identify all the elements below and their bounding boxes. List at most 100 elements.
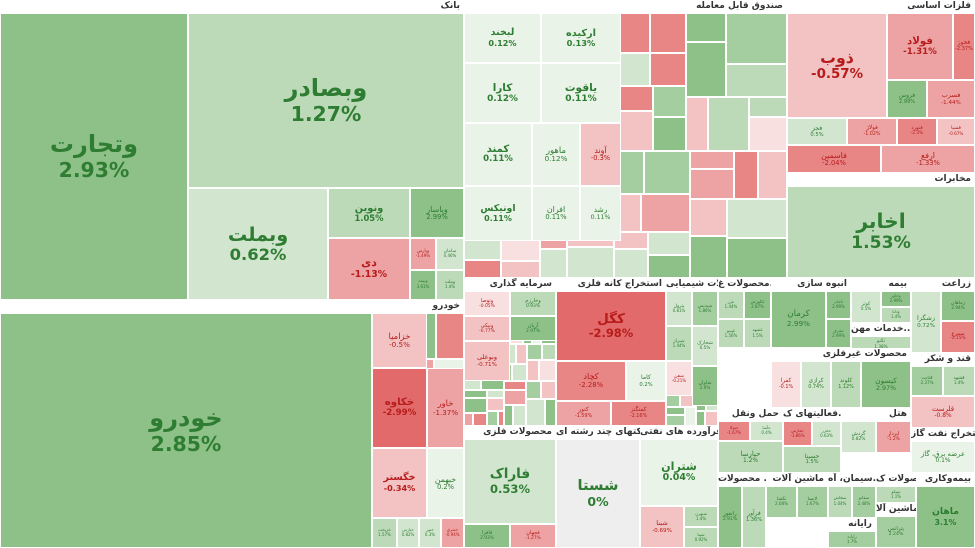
stock-tile[interactable]: کنور -1.59% <box>556 401 611 426</box>
stock-tile[interactable]: گردش 0.82% <box>841 421 876 453</box>
stock-tile[interactable]: سامان 0.46% <box>436 238 464 270</box>
stock-tile[interactable]: غشهد 1.5% <box>744 319 771 348</box>
stock-tile[interactable]: ثشرق 2.99% <box>826 319 851 348</box>
stock-tile[interactable]: کگل -2.98% <box>556 291 666 361</box>
small-stock-cell[interactable] <box>436 313 464 359</box>
stock-tile[interactable]: فاراک 0.53% <box>464 439 556 524</box>
stock-tile[interactable]: ثامان 2.99% <box>826 291 851 319</box>
stock-tile[interactable]: شپدیس 1.86% <box>692 291 718 326</box>
stock-tile[interactable]: وبملت 0.62% <box>188 188 328 300</box>
stock-tile[interactable]: فولاد -1.31% <box>887 13 953 80</box>
small-stock-cell[interactable] <box>542 344 556 360</box>
stock-tile[interactable]: فجهان -1.27% <box>510 524 556 548</box>
stock-tile[interactable]: حسینا 1.5% <box>783 446 841 473</box>
stock-tile[interactable]: شخارک 0.5% <box>692 326 718 366</box>
stock-tile[interactable]: خکاوه -2.99% <box>372 368 427 448</box>
stock-tile[interactable]: فافزا 2.93% <box>464 524 510 548</box>
stock-tile[interactable]: پترول 0.81% <box>666 291 692 326</box>
stock-tile[interactable]: حفارس -1.86% <box>783 421 812 446</box>
stock-tile[interactable]: کلوند 1.12% <box>831 361 861 408</box>
small-stock-cell[interactable] <box>696 411 705 426</box>
small-stock-cell[interactable] <box>686 13 726 42</box>
small-stock-cell[interactable] <box>541 381 556 399</box>
stock-tile[interactable]: شفن -0.21% <box>666 361 692 396</box>
stock-tile[interactable]: زماهان 2.94% <box>941 291 975 321</box>
stock-tile[interactable]: شبهرن 1.4% <box>684 506 718 527</box>
stock-tile[interactable]: کچاد -2.28% <box>556 361 626 401</box>
small-stock-cell[interactable] <box>513 405 526 426</box>
small-stock-cell[interactable] <box>487 390 504 398</box>
small-stock-cell[interactable] <box>685 407 696 426</box>
stock-tile[interactable]: فسپا -0.67% <box>937 118 975 145</box>
stock-tile[interactable]: خبهمن 0.2% <box>427 448 464 518</box>
small-stock-cell[interactable] <box>749 97 787 117</box>
stock-tile[interactable]: کیسون 2.97% <box>861 361 911 408</box>
stock-tile[interactable]: اخابر 1.53% <box>787 186 975 278</box>
stock-tile[interactable]: فروس 2.99% <box>887 80 927 118</box>
stock-tile[interactable]: بترانس 2.24% <box>876 516 916 548</box>
stock-tile[interactable]: غپینو 1.56% <box>718 319 744 348</box>
small-stock-cell[interactable] <box>690 151 734 169</box>
stock-tile[interactable]: ختور 0.3% <box>419 518 441 548</box>
small-stock-cell[interactable] <box>666 395 680 407</box>
small-stock-cell[interactable] <box>464 390 487 398</box>
stock-tile[interactable]: وپارس -1.49% <box>410 238 436 270</box>
small-stock-cell[interactable] <box>690 169 734 199</box>
small-stock-cell[interactable] <box>504 405 513 426</box>
small-stock-cell[interactable] <box>516 344 527 364</box>
stock-tile[interactable]: اونیکس 0.11% <box>464 186 532 241</box>
small-stock-cell[interactable] <box>473 413 487 426</box>
stock-tile[interactable]: فجر 0.5% <box>787 118 847 145</box>
stock-tile[interactable]: خاور -1.37% <box>427 368 464 448</box>
small-stock-cell[interactable] <box>464 398 487 413</box>
stock-tile[interactable]: سمرغ -2.15% <box>941 321 975 353</box>
stock-tile[interactable]: کارا 0.12% <box>464 63 541 123</box>
stock-tile[interactable]: شتران 0.04% <box>640 439 718 506</box>
stock-tile[interactable]: شپنا 0.92% <box>684 527 718 548</box>
stock-tile[interactable]: کمند 0.11% <box>464 123 532 186</box>
small-stock-cell[interactable] <box>653 117 686 151</box>
small-stock-cell[interactable] <box>653 86 686 117</box>
small-stock-cell[interactable] <box>726 64 787 97</box>
stock-tile[interactable]: ودانا 1.4% <box>881 307 911 323</box>
small-stock-cell[interactable] <box>487 411 498 426</box>
stock-tile[interactable]: سفانو 2.48% <box>852 486 876 518</box>
stock-tile[interactable]: ارفع -1.33% <box>881 145 975 173</box>
small-stock-cell[interactable] <box>527 344 542 360</box>
stock-tile[interactable]: فسرب -1.44% <box>927 80 975 118</box>
stock-tile[interactable]: قلرست -0.8% <box>911 396 975 428</box>
stock-tile[interactable]: شیراز 1.44% <box>666 326 692 361</box>
stock-tile[interactable]: شاوان 2.9% <box>692 366 718 406</box>
stock-tile[interactable]: کفرا -0.1% <box>771 361 801 408</box>
stock-tile[interactable]: کرمان 2.99% <box>771 291 826 348</box>
small-stock-cell[interactable] <box>614 249 648 278</box>
small-stock-cell[interactable] <box>539 360 556 381</box>
small-stock-cell[interactable] <box>749 117 787 151</box>
small-stock-cell[interactable] <box>758 151 787 199</box>
stock-tile[interactable]: زشگزا 0.72% <box>911 291 941 353</box>
stock-tile[interactable]: ارکیده 0.13% <box>541 13 621 63</box>
small-stock-cell[interactable] <box>498 411 504 426</box>
small-stock-cell[interactable] <box>650 13 686 53</box>
small-stock-cell[interactable] <box>708 97 749 151</box>
small-stock-cell[interactable] <box>648 232 690 255</box>
stock-tile[interactable]: رشد 0.11% <box>580 186 621 241</box>
stock-tile[interactable]: ذوب -0.57% <box>787 13 887 118</box>
small-stock-cell[interactable] <box>487 398 504 411</box>
stock-tile[interactable]: کاما 0.2% <box>626 361 666 401</box>
stock-tile[interactable]: آوند -0.3% <box>580 123 621 186</box>
stock-tile[interactable]: خگستر -0.34% <box>372 448 427 518</box>
stock-tile[interactable]: لبخند 0.12% <box>464 13 541 63</box>
small-stock-cell[interactable] <box>690 236 727 278</box>
small-stock-cell[interactable] <box>540 249 567 278</box>
stock-tile[interactable]: شبنا -0.69% <box>640 506 684 548</box>
small-stock-cell[interactable] <box>650 53 686 86</box>
stock-tile[interactable]: ماهان 3.1% <box>916 486 975 548</box>
stock-tile[interactable]: کمنگنز -2.16% <box>611 401 666 426</box>
small-stock-cell[interactable] <box>504 390 526 405</box>
stock-tile[interactable]: شستا 0% <box>556 439 640 548</box>
stock-tile[interactable]: افران 0.11% <box>532 186 580 241</box>
stock-tile[interactable]: فرآور 1.36% <box>742 486 766 548</box>
small-stock-cell[interactable] <box>545 399 556 426</box>
small-stock-cell[interactable] <box>666 415 685 426</box>
